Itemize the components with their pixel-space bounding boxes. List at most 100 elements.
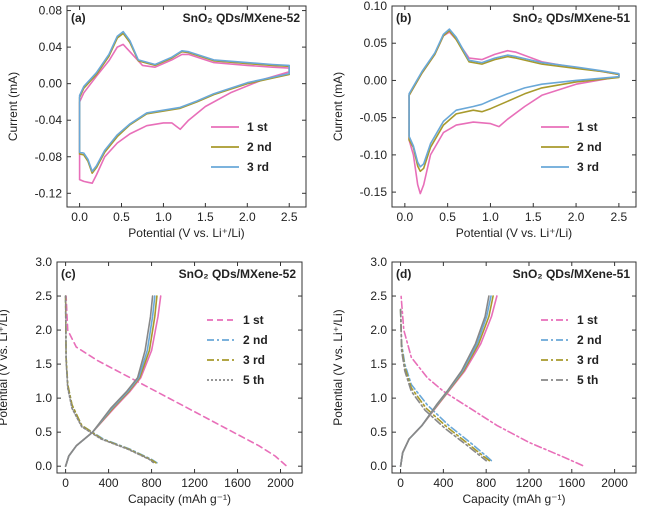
panel-title: SnO₂ QDs/MXene-52 [183,11,301,25]
x-tick-label: 2.0 [239,210,256,224]
y-tick-label: 2.0 [35,323,52,337]
y-tick-label: 0.5 [35,425,52,439]
x-tick-label: 0 [62,476,69,490]
series-line-4 [64,295,155,464]
y-tick-label: 0.05 [364,36,388,50]
legend-label: 3 rd [577,160,599,174]
legend-label: 3 rd [243,353,265,367]
y-tick-label: 2.5 [35,289,52,303]
series-line-2 [78,32,290,174]
x-axis-title: Capacity (mAh g⁻¹) [462,492,565,506]
y-tick-label: 0.0 [35,459,52,473]
x-tick-label: 1200 [516,476,543,490]
panel-title: SnO₂ QDs/MXene-51 [513,11,631,25]
x-tick-label: 2.5 [611,210,628,224]
series-group [399,295,584,467]
legend-label: 2 nd [243,333,268,347]
plot-frame [391,261,637,474]
series-line-7 [399,295,492,467]
legend-label: 2 nd [577,140,602,154]
y-tick-label: 0.10 [364,0,388,13]
x-tick-label: 800 [142,476,162,490]
series-line-1 [65,295,287,467]
plot-frame [56,261,303,474]
series-line-3 [78,30,290,173]
y-tick-label: 2.5 [370,289,387,303]
chart-panel-2: 0.0 0.5 1.0 1.5 2.0 2.5 -0.15 -0.10 -0.05 0.00 0.0… [331,0,637,240]
x-tick-label: 2000 [601,476,628,490]
x-tick-label: 2000 [267,476,294,490]
series-line-5 [399,295,498,467]
y-tick-label: -0.04 [35,113,63,127]
x-tick-label: 0 [397,476,404,490]
panel-letter: (c) [61,267,76,281]
chart-panel-4: 0 400 800 1200 1600 2000 0.0 0.5 1.0 1.5 2.0 2.5 3.0… [331,255,637,506]
y-axis-title: Potential (V vs. Li⁺/Li) [0,309,10,425]
series-line-1 [400,295,584,467]
y-tick-label: 0.00 [39,77,63,91]
y-tick-label: 1.5 [370,357,387,371]
y-tick-label: 1.0 [35,391,52,405]
series-group [64,295,287,467]
series-line-3 [408,28,620,168]
y-tick-label: 0.04 [39,40,63,54]
x-axis-title: Capacity (mAh g⁻¹) [128,492,231,506]
panel-letter: (d) [396,267,411,281]
legend-label: 5 th [243,373,264,387]
y-tick-label: 0.0 [370,459,387,473]
x-tick-label: 1600 [558,476,585,490]
series-line-6 [64,295,158,467]
y-axis-title: Potential (V vs. Li⁺/Li) [331,309,345,425]
y-tick-label: 0.5 [370,425,387,439]
y-tick-label: -0.15 [360,185,388,199]
y-tick-label: 3.0 [370,255,387,269]
panel-title: SnO₂ QDs/MXene-52 [179,267,297,281]
legend-label: 5 th [577,373,598,387]
y-tick-label: -0.12 [35,186,63,200]
x-tick-label: 0.5 [439,210,456,224]
y-tick-label: 1.0 [370,391,387,405]
series-line-8 [399,295,490,467]
series-group [408,28,620,195]
panel-letter: (a) [71,11,86,25]
series-group [78,30,290,184]
x-tick-label: 1.5 [525,210,542,224]
x-tick-label: 1.5 [197,210,214,224]
y-tick-label: -0.05 [360,111,388,125]
series-line-2 [64,295,158,464]
series-line-6 [399,295,494,467]
y-axis-title: Current (mA) [331,72,345,141]
x-tick-label: 400 [99,476,119,490]
x-tick-label: 1600 [224,476,251,490]
legend-label: 3 rd [577,353,599,367]
legend-label: 1 st [243,313,264,327]
y-tick-label: 3.0 [35,255,52,269]
panel-letter: (b) [396,11,411,25]
y-tick-label: 1.5 [35,357,52,371]
x-tick-label: 2.0 [568,210,585,224]
chart-panel-1: 0.0 0.5 1.0 1.5 2.0 2.5 -0.12 -0.08 -0.04 0.00 0.0… [6,4,307,240]
x-tick-label: 400 [433,476,453,490]
panel-title: SnO₂ QDs/MXene-51 [513,267,631,281]
series-line-4 [399,308,487,462]
x-tick-label: 0.0 [71,210,88,224]
x-tick-label: 0.0 [396,210,413,224]
y-tick-label: -0.10 [360,148,388,162]
plot-frame [66,5,307,208]
x-tick-label: 1200 [181,476,208,490]
x-tick-label: 1.0 [482,210,499,224]
series-line-2 [399,308,493,462]
legend-label: 2 nd [577,333,602,347]
legend-label: 1 st [577,313,598,327]
x-tick-label: 0.5 [113,210,130,224]
y-tick-label: -0.08 [35,150,63,164]
series-line-8 [64,295,154,467]
y-tick-label: 0.08 [39,4,63,18]
series-line-5 [64,295,162,467]
x-tick-label: 1.0 [155,210,172,224]
x-tick-label: 2.5 [281,210,298,224]
plot-frame [391,5,637,208]
x-tick-label: 800 [476,476,496,490]
